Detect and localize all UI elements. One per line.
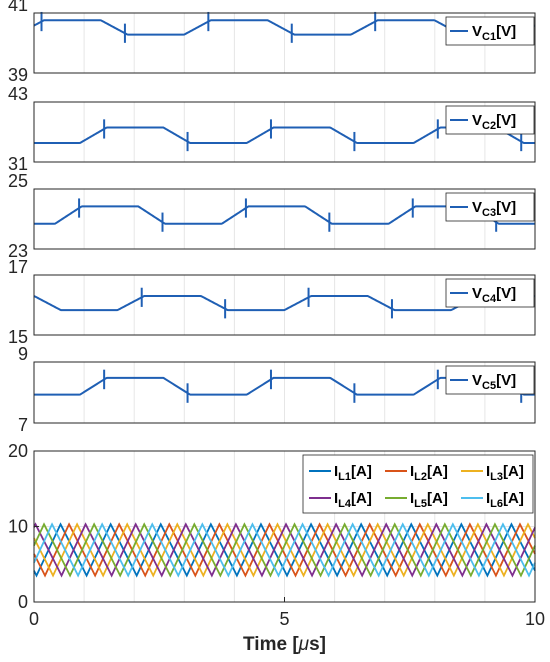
x-tick-label: 10: [525, 609, 545, 629]
legend-label: VC3[V]: [472, 199, 516, 219]
y-tick-label: 39: [8, 65, 28, 85]
panel-2: 31 43 VC2[V]: [8, 84, 536, 174]
axes-box: [33, 101, 536, 163]
axes-box: [33, 361, 536, 424]
y-tick-label: 9: [18, 344, 28, 364]
series-line-il3: [33, 522, 536, 578]
panel-4: 15 17 VC4[V]: [8, 257, 536, 347]
x-tick-label: 5: [279, 609, 289, 629]
y-tick-label: 23: [8, 241, 28, 261]
panel-5: 7 9 VC5[V]: [18, 344, 536, 435]
x-axis-title-tail: s]: [309, 634, 326, 655]
panels: 39 41 VC1[V] 31 43 VC2[V] 23 25 VC3[V] 15 17 VC4[V]…: [8, 0, 536, 612]
legend-label: IL2[A]: [410, 463, 448, 483]
x-tick-label: 0: [29, 609, 39, 629]
legend-label: IL6[A]: [486, 490, 524, 510]
y-tick-label: 31: [8, 154, 28, 174]
y-tick-label: 7: [18, 415, 28, 435]
x-axis-labels: 0 5 10 Time [μs]: [29, 609, 545, 655]
series-line-il6: [33, 522, 536, 578]
y-tick-label: 10: [8, 517, 28, 537]
axes-box: [33, 274, 536, 336]
legend-label: VC1[V]: [472, 23, 516, 43]
panel-3: 23 25 VC3[V]: [8, 171, 536, 261]
x-axis-title-main: Time [: [243, 634, 299, 655]
series-line-il1: [33, 522, 536, 578]
x-axis-title-mu: μ: [298, 634, 310, 655]
y-tick-label: 20: [8, 441, 28, 461]
legend-box: [302, 454, 534, 514]
series-line-il5: [33, 522, 536, 578]
legend-label: IL4[A]: [334, 490, 372, 510]
axes-box: [33, 188, 536, 250]
x-axis-title: Time [μs]: [243, 634, 326, 655]
y-tick-label: 17: [8, 257, 28, 277]
series-line-il4: [33, 522, 536, 578]
axes-box: [33, 12, 536, 74]
panel-6: 0 10 20 IL1[A] IL2[A] IL3[A] IL4[A] IL5[A] IL6[A…: [8, 441, 536, 612]
y-tick-label: 41: [8, 0, 28, 15]
legend-label: VC5[V]: [472, 372, 516, 392]
legend-label: VC4[V]: [472, 285, 516, 305]
legend-label: VC2[V]: [472, 112, 516, 132]
legend-label: IL5[A]: [410, 490, 448, 510]
y-tick-label: 15: [8, 327, 28, 347]
legend-label: IL3[A]: [486, 463, 524, 483]
y-tick-label: 43: [8, 84, 28, 104]
y-tick-label: 25: [8, 171, 28, 191]
panel-1: 39 41 VC1[V]: [8, 0, 536, 85]
series-line-vc4: [33, 295, 536, 312]
series-line-il2: [33, 522, 536, 578]
y-tick-label: 0: [18, 592, 28, 612]
legend-label: IL1[A]: [334, 463, 372, 483]
